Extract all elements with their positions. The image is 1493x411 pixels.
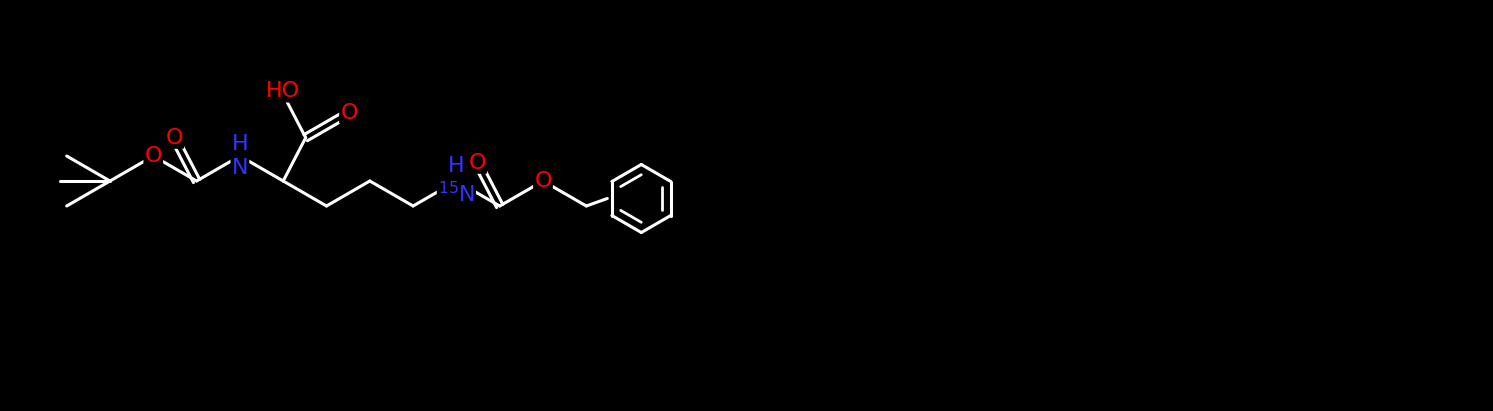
Text: H
N: H N: [231, 134, 248, 178]
Text: O: O: [534, 171, 552, 191]
Text: O: O: [166, 128, 182, 148]
Text: H
$^{15}$N: H $^{15}$N: [437, 156, 475, 206]
Text: O: O: [145, 146, 163, 166]
Text: HO: HO: [266, 81, 300, 102]
Text: O: O: [469, 153, 485, 173]
Text: O: O: [340, 103, 358, 123]
